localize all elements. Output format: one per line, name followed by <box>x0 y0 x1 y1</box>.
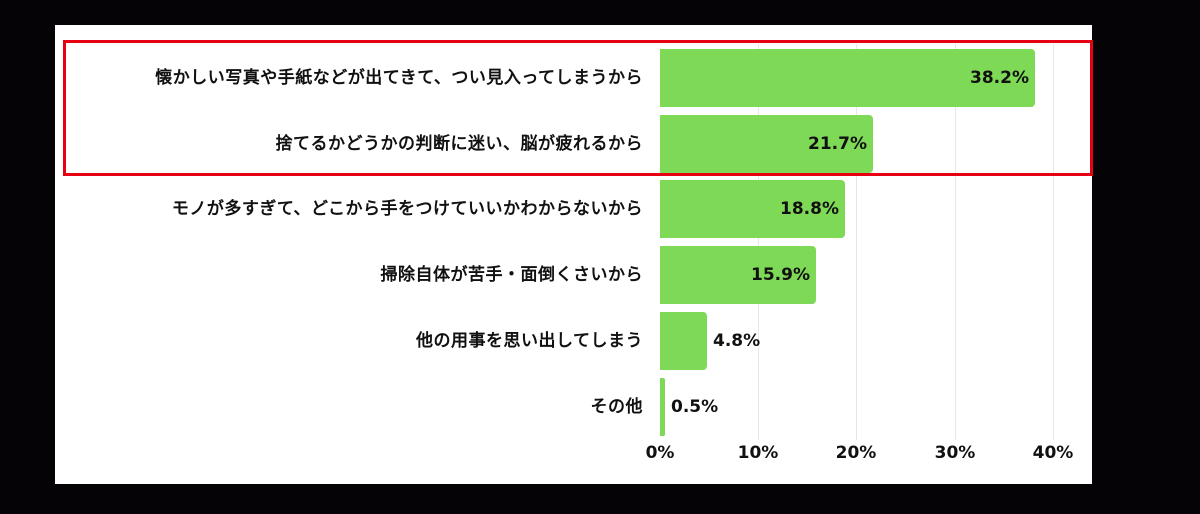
bar-value-label: 18.8% <box>780 199 839 219</box>
x-tick-label: 0% <box>645 443 675 463</box>
bar-decision-fatigue <box>660 115 873 173</box>
bar-value-label: 21.7% <box>808 134 867 154</box>
x-tick-label: 30% <box>934 443 976 463</box>
bar-value-label: 0.5% <box>671 397 719 417</box>
bar-other-errands <box>660 312 707 370</box>
category-label: 捨てるかどうかの判断に迷い、脳が疲れるから <box>275 134 643 154</box>
bar-value-label: 15.9% <box>751 265 810 285</box>
gridline-30 <box>955 44 956 440</box>
bar-dislike-cleaning <box>660 246 816 304</box>
x-tick-label: 40% <box>1032 443 1074 463</box>
bar-nostalgic-items <box>660 49 1035 107</box>
gridline-20 <box>856 44 857 440</box>
x-tick-label: 10% <box>737 443 779 463</box>
category-label: 懐かしい写真や手紙などが出てきて、つい見入ってしまうから <box>155 68 643 88</box>
bar-too-many-things <box>660 180 845 238</box>
bar-other <box>660 378 665 436</box>
category-label: モノが多すぎて、どこから手をつけていいかわからないから <box>171 199 643 219</box>
bar-value-label: 4.8% <box>713 331 761 351</box>
x-tick-label: 20% <box>835 443 877 463</box>
category-label: 掃除自体が苦手・面倒くさいから <box>380 265 643 285</box>
category-labels: 懐かしい写真や手紙などが出てきて、つい見入ってしまうから 捨てるかどうかの判断に… <box>155 68 643 417</box>
gridline-40 <box>1053 44 1054 440</box>
bar-value-label: 38.2% <box>970 68 1029 88</box>
gridline-10 <box>758 44 759 440</box>
category-label: 他の用事を思い出してしまう <box>416 331 643 351</box>
category-label: その他 <box>590 397 643 417</box>
